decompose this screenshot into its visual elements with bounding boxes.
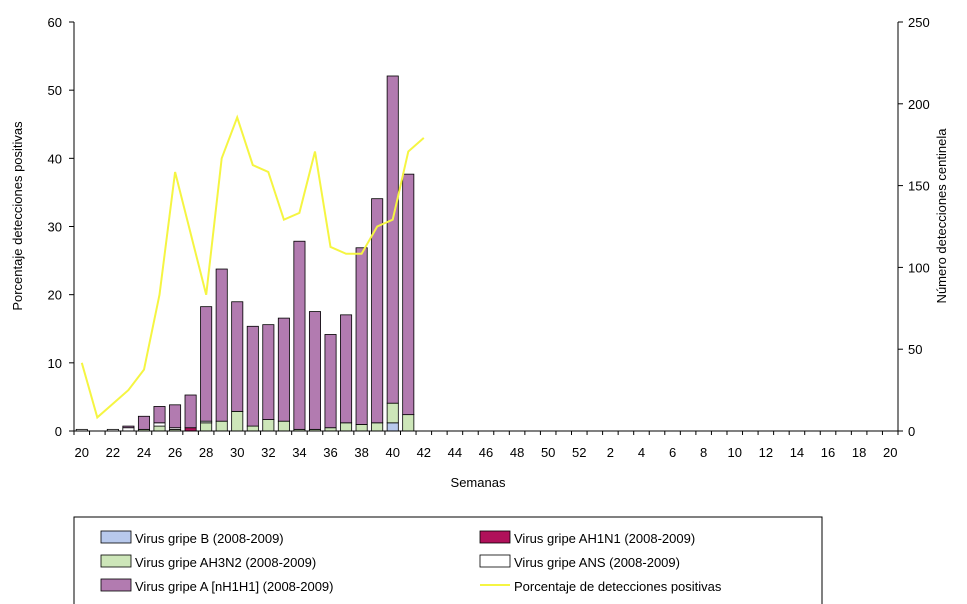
bar-segment bbox=[262, 419, 275, 432]
bar-segment bbox=[153, 406, 166, 424]
bar-segment bbox=[169, 404, 182, 429]
bar-segment bbox=[402, 414, 415, 432]
x-tick-label: 26 bbox=[168, 445, 182, 460]
bar-segment bbox=[215, 420, 228, 432]
y-right-tick-label: 150 bbox=[908, 179, 930, 194]
bar-segment bbox=[200, 306, 213, 422]
legend-label: Porcentaje de detecciones positivas bbox=[514, 579, 722, 594]
x-tick-label: 52 bbox=[572, 445, 586, 460]
x-tick-label: 50 bbox=[541, 445, 555, 460]
bar-segment bbox=[371, 422, 384, 432]
bar-segment bbox=[153, 422, 166, 427]
x-tick-label: 10 bbox=[728, 445, 742, 460]
y-axis-left-title: Porcentaje detecciones positivas bbox=[10, 121, 25, 311]
bar-segment bbox=[246, 325, 259, 427]
y-axis-right-title: Número detecciones centinela bbox=[934, 128, 949, 304]
bar-segment bbox=[308, 311, 321, 430]
y-right-tick-label: 100 bbox=[908, 260, 930, 275]
bar-segment bbox=[340, 422, 353, 432]
bar-segment bbox=[324, 334, 337, 429]
percentage-line bbox=[80, 114, 425, 420]
bar-segment bbox=[231, 410, 244, 432]
y-left-tick-label: 40 bbox=[48, 151, 62, 166]
bar-segment bbox=[293, 240, 306, 430]
bar-segment bbox=[402, 173, 415, 416]
y-right-tick-label: 250 bbox=[908, 15, 930, 30]
y-left-tick-label: 60 bbox=[48, 15, 62, 30]
bar-segment bbox=[386, 402, 399, 424]
x-tick-label: 2 bbox=[607, 445, 614, 460]
legend-label: Virus gripe ANS (2008-2009) bbox=[514, 555, 680, 570]
bar-segment bbox=[184, 394, 197, 429]
legend-swatch bbox=[479, 530, 511, 544]
bar-segment bbox=[246, 425, 259, 432]
bar-segment bbox=[277, 420, 290, 432]
x-tick-label: 38 bbox=[354, 445, 368, 460]
y-left-tick-label: 10 bbox=[48, 356, 62, 371]
bar-segment bbox=[262, 324, 275, 420]
x-axis-title: Semanas bbox=[451, 475, 506, 490]
legend-label: Virus gripe B (2008-2009) bbox=[135, 531, 284, 546]
y-left-tick-label: 0 bbox=[55, 424, 62, 439]
legend-label: Virus gripe AH3N2 (2008-2009) bbox=[135, 555, 316, 570]
x-tick-label: 14 bbox=[790, 445, 804, 460]
y-right-tick-label: 200 bbox=[908, 97, 930, 112]
x-tick-label: 34 bbox=[292, 445, 306, 460]
legend-label: Virus gripe A [nH1H1] (2008-2009) bbox=[135, 579, 334, 594]
y-right-tick-label: 50 bbox=[908, 342, 922, 357]
legend-swatch bbox=[100, 578, 132, 592]
x-tick-label: 18 bbox=[852, 445, 866, 460]
x-tick-label: 28 bbox=[199, 445, 213, 460]
y-left-tick-label: 20 bbox=[48, 288, 62, 303]
bar-segment bbox=[371, 198, 384, 424]
x-tick-label: 36 bbox=[323, 445, 337, 460]
bar-segment bbox=[386, 422, 399, 432]
bar-segment bbox=[355, 247, 368, 425]
legend-swatch bbox=[479, 554, 511, 568]
bar-segment bbox=[355, 424, 368, 432]
x-tick-label: 12 bbox=[759, 445, 773, 460]
x-tick-label: 4 bbox=[638, 445, 645, 460]
bar-segment bbox=[200, 422, 213, 432]
bar-segment bbox=[340, 314, 353, 424]
x-tick-label: 24 bbox=[137, 445, 151, 460]
x-tick-label: 48 bbox=[510, 445, 524, 460]
y-left-tick-label: 50 bbox=[48, 83, 62, 98]
x-tick-label: 46 bbox=[479, 445, 493, 460]
bar-segment bbox=[231, 301, 244, 412]
line-layer bbox=[80, 114, 425, 420]
x-tick-label: 30 bbox=[230, 445, 244, 460]
bar-segment bbox=[386, 75, 399, 404]
x-tick-label: 42 bbox=[417, 445, 431, 460]
x-tick-label: 32 bbox=[261, 445, 275, 460]
bars-layer bbox=[75, 75, 415, 432]
x-tick-label: 44 bbox=[448, 445, 462, 460]
legend: Virus gripe B (2008-2009) Virus gripe AH1… bbox=[73, 516, 823, 604]
bar-segment bbox=[215, 268, 228, 422]
x-tick-label: 8 bbox=[700, 445, 707, 460]
bar-segment bbox=[122, 425, 135, 429]
x-tick-label: 20 bbox=[883, 445, 897, 460]
x-tick-label: 16 bbox=[821, 445, 835, 460]
x-tick-label: 22 bbox=[106, 445, 120, 460]
legend-swatch bbox=[100, 554, 132, 568]
legend-label: Virus gripe AH1N1 (2008-2009) bbox=[514, 531, 695, 546]
y-left-tick-label: 30 bbox=[48, 220, 62, 235]
bar-segment bbox=[153, 425, 166, 432]
x-tick-label: 20 bbox=[75, 445, 89, 460]
x-tick-label: 40 bbox=[385, 445, 399, 460]
legend-box bbox=[73, 516, 823, 604]
legend-swatch bbox=[100, 530, 132, 544]
x-tick-label: 6 bbox=[669, 445, 676, 460]
y-right-tick-label: 0 bbox=[908, 424, 915, 439]
bar-segment bbox=[277, 317, 290, 422]
bar-segment bbox=[137, 415, 150, 430]
